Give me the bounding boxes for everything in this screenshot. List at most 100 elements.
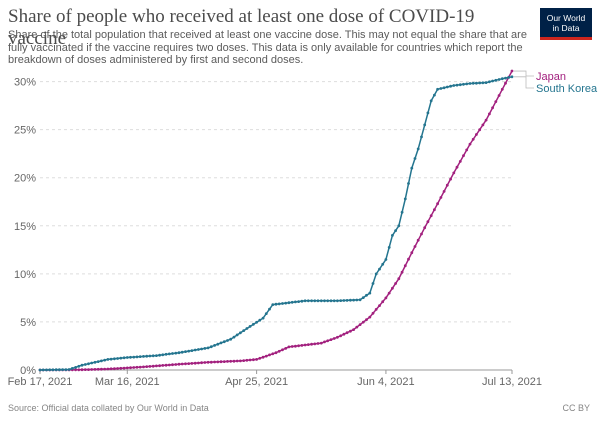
- data-point: [497, 78, 501, 81]
- data-point: [352, 298, 355, 302]
- data-point: [345, 299, 349, 302]
- data-point: [287, 345, 291, 349]
- data-point: [187, 349, 191, 353]
- data-point: [164, 363, 168, 367]
- data-point: [106, 358, 110, 361]
- data-point: [394, 229, 397, 233]
- data-point: [116, 357, 119, 360]
- data-point: [129, 355, 132, 359]
- series-japan: [38, 69, 514, 372]
- data-point: [452, 171, 456, 175]
- series-line: [39, 76, 513, 371]
- data-point: [268, 307, 271, 311]
- data-point: [45, 368, 48, 372]
- data-point: [436, 87, 439, 91]
- data-point: [455, 83, 459, 87]
- legend-label-south-korea: South Korea: [536, 83, 598, 95]
- data-point: [436, 202, 439, 206]
- data-point: [445, 85, 449, 89]
- data-point: [83, 363, 87, 366]
- data-point: [271, 303, 275, 306]
- data-point: [352, 328, 355, 331]
- data-point: [384, 296, 388, 300]
- data-point: [135, 365, 139, 369]
- data-point: [206, 360, 210, 364]
- data-point: [158, 353, 162, 357]
- data-point: [80, 368, 84, 372]
- data-point: [374, 272, 378, 276]
- data-point: [387, 246, 391, 249]
- data-point: [342, 332, 346, 336]
- logo-line1: Our World: [546, 13, 586, 23]
- data-point: [174, 351, 178, 355]
- y-tick-label: 10%: [14, 269, 36, 281]
- data-point: [145, 354, 149, 358]
- data-point: [297, 344, 300, 348]
- data-point: [426, 111, 430, 115]
- data-point: [138, 365, 142, 369]
- data-point: [365, 318, 368, 321]
- data-point: [339, 334, 343, 338]
- data-point: [261, 355, 265, 359]
- data-point: [349, 329, 352, 333]
- data-point: [332, 299, 336, 303]
- data-point: [416, 147, 420, 151]
- data-point: [119, 366, 123, 370]
- data-point: [423, 123, 427, 127]
- data-point: [310, 342, 313, 346]
- data-point: [455, 165, 459, 169]
- data-point: [74, 366, 77, 369]
- logo-line2: in Data: [552, 23, 580, 33]
- data-point: [394, 282, 397, 285]
- data-point: [294, 300, 297, 304]
- data-point: [174, 363, 178, 366]
- data-point: [106, 367, 110, 371]
- data-point: [323, 299, 326, 303]
- data-point: [245, 327, 249, 330]
- data-point: [284, 301, 288, 305]
- data-point: [326, 339, 330, 343]
- data-point: [313, 342, 317, 346]
- data-point: [475, 133, 478, 136]
- data-point: [242, 329, 246, 332]
- license-link[interactable]: CC BY: [562, 403, 590, 413]
- data-point: [294, 344, 297, 348]
- data-point: [361, 320, 365, 324]
- data-point: [142, 355, 145, 358]
- data-point: [277, 349, 281, 353]
- data-point: [384, 258, 388, 261]
- data-point: [488, 80, 491, 84]
- data-point: [184, 350, 187, 353]
- data-point: [500, 87, 504, 91]
- data-point: [420, 135, 423, 139]
- data-point: [242, 359, 246, 362]
- data-point: [219, 360, 223, 364]
- data-point: [90, 361, 94, 365]
- data-point: [235, 359, 239, 363]
- data-point: [465, 148, 469, 152]
- data-point: [336, 299, 339, 303]
- data-point: [67, 368, 71, 371]
- data-point: [349, 298, 352, 302]
- data-point: [361, 296, 365, 299]
- data-point: [494, 78, 498, 82]
- data-point: [413, 245, 417, 248]
- data-point: [255, 358, 258, 361]
- legend-connector: [514, 76, 534, 89]
- data-point: [442, 190, 446, 193]
- data-point: [74, 368, 77, 372]
- x-tick-label: Mar 16, 2021: [95, 376, 160, 388]
- data-point: [171, 352, 174, 355]
- data-point: [397, 224, 401, 228]
- data-point: [468, 142, 472, 146]
- x-tick-label: Feb 17, 2021: [8, 376, 73, 388]
- data-point: [83, 368, 87, 371]
- data-point: [274, 351, 278, 355]
- data-point: [368, 315, 372, 319]
- data-point: [93, 368, 97, 371]
- data-point: [96, 367, 100, 371]
- data-point: [371, 311, 375, 315]
- data-point: [284, 347, 288, 350]
- owid-logo[interactable]: Our World in Data: [540, 8, 592, 40]
- data-point: [355, 325, 359, 329]
